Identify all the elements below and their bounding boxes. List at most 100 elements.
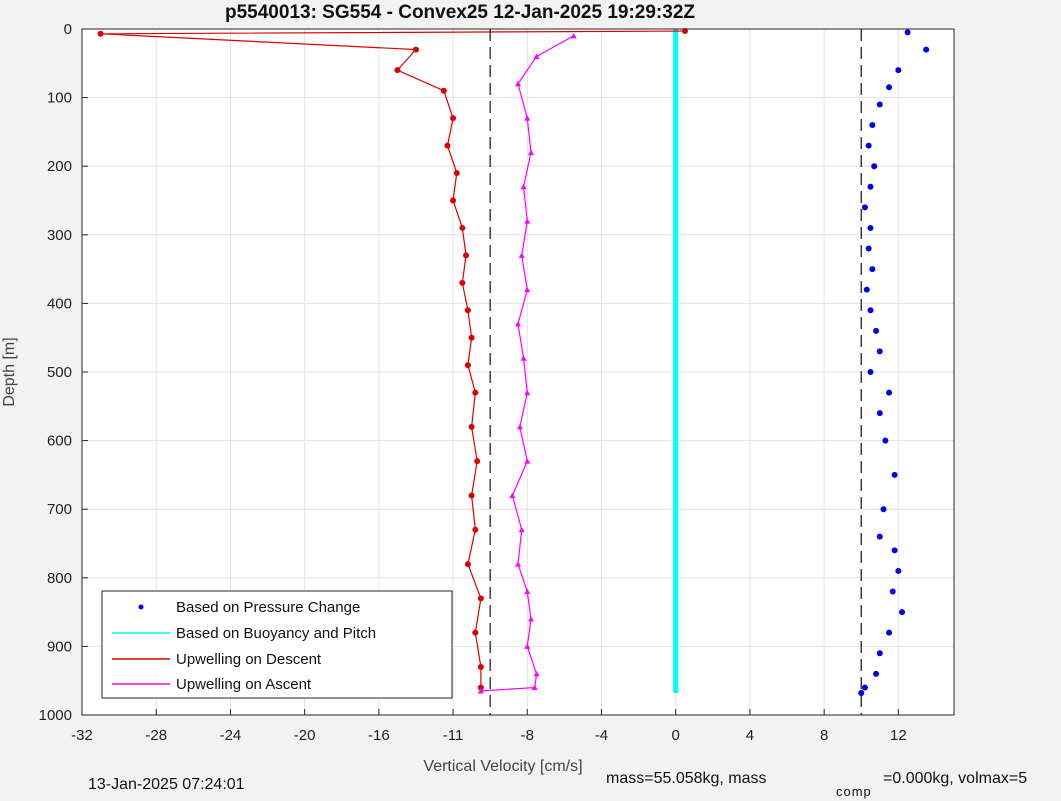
point-based-on-pressure-change (869, 266, 876, 273)
ticks: -32 -28 -24 -20 -16 -11 -8 -4 0 4 8 12 0 100 200 300 400… (39, 21, 907, 744)
point-based-on-pressure-change (895, 567, 902, 574)
point-upwelling-on-descent (468, 334, 475, 341)
reference-lines (489, 29, 862, 715)
point-upwelling-on-descent (453, 170, 460, 177)
point-upwelling-on-ascent (524, 389, 531, 396)
point-upwelling-on-descent (394, 67, 401, 74)
y-tick-label: 200 (47, 158, 72, 175)
point-upwelling-on-ascent (570, 32, 577, 39)
point-upwelling-on-descent (464, 307, 471, 314)
point-upwelling-on-ascent (477, 687, 484, 694)
point-upwelling-on-descent (450, 115, 457, 122)
point-upwelling-on-ascent (515, 80, 521, 87)
legend-label-descent: Upwelling on Descent (176, 651, 322, 668)
point-based-on-pressure-change (873, 670, 880, 677)
point-based-on-pressure-change (876, 101, 883, 108)
point-based-on-pressure-change (891, 547, 898, 554)
point-based-on-pressure-change (871, 163, 878, 170)
point-based-on-pressure-change (861, 204, 868, 211)
x-tick-label: 8 (820, 727, 828, 744)
point-based-on-pressure-change (904, 29, 911, 36)
point-based-on-pressure-change (895, 67, 902, 74)
legend-label-pressure: Based on Pressure Change (176, 599, 360, 616)
point-upwelling-on-ascent (531, 684, 538, 691)
point-based-on-pressure-change (886, 629, 893, 636)
x-tick-label: -4 (595, 727, 608, 744)
legend-label-ascent: Upwelling on Ascent (176, 676, 312, 693)
x-tick-label: -28 (145, 727, 167, 744)
y-tick-label: 500 (47, 364, 72, 381)
point-based-on-pressure-change (882, 437, 889, 444)
y-axis-label: Depth [m] (1, 337, 18, 406)
point-upwelling-on-descent (459, 224, 466, 231)
point-based-on-pressure-change (886, 84, 893, 91)
point-based-on-pressure-change (876, 348, 883, 355)
point-upwelling-on-descent (477, 663, 484, 670)
point-based-on-pressure-change (923, 46, 930, 53)
point-upwelling-on-ascent (524, 458, 531, 464)
footer-date: 13-Jan-2025 07:24:01 (88, 776, 245, 793)
point-upwelling-on-descent (444, 142, 451, 149)
y-tick-label: 100 (47, 90, 72, 107)
point-upwelling-on-ascent (518, 526, 525, 533)
point-upwelling-on-ascent (520, 355, 527, 361)
point-upwelling-on-descent (412, 46, 419, 53)
point-upwelling-on-descent (463, 252, 470, 259)
point-upwelling-on-ascent (516, 423, 523, 430)
y-tick-label: 800 (47, 570, 72, 587)
x-tick-label: -8 (521, 727, 534, 744)
point-upwelling-on-ascent (524, 115, 531, 121)
point-upwelling-on-ascent (515, 561, 521, 567)
x-tick-label: -16 (368, 727, 390, 744)
y-tick-label: 300 (47, 227, 72, 244)
point-based-on-pressure-change (899, 609, 906, 616)
chart-title: p5540013: SG554 - Convex25 12-Jan-2025 1… (225, 2, 695, 23)
point-based-on-pressure-change (865, 142, 872, 149)
point-upwelling-on-descent (472, 526, 479, 533)
point-upwelling-on-descent (472, 629, 479, 636)
footer-mass: mass=55.058kg, mass (606, 770, 767, 787)
point-based-on-pressure-change (865, 245, 872, 252)
point-based-on-pressure-change (876, 650, 883, 657)
point-based-on-pressure-change (876, 533, 883, 540)
point-upwelling-on-ascent (527, 149, 534, 155)
footer-comp-rest: =0.000kg, volmax=5 (883, 770, 1028, 787)
point-upwelling-on-ascent (509, 492, 516, 498)
point-based-on-pressure-change (886, 389, 893, 396)
point-upwelling-on-descent (97, 30, 104, 37)
point-based-on-pressure-change (873, 327, 880, 334)
point-based-on-pressure-change (867, 369, 874, 375)
point-upwelling-on-ascent (524, 643, 531, 649)
point-upwelling-on-descent (472, 389, 479, 396)
point-based-on-pressure-change (861, 684, 868, 691)
x-axis-label: Vertical Velocity [cm/s] (423, 758, 582, 775)
point-upwelling-on-descent (459, 279, 466, 286)
point-based-on-pressure-change (869, 122, 876, 129)
legend: Based on Pressure Change Based on Buoyan… (101, 590, 453, 699)
legend-label-buoyancy: Based on Buoyancy and Pitch (176, 625, 376, 642)
point-based-on-pressure-change (863, 286, 870, 293)
point-upwelling-on-descent (450, 197, 457, 204)
y-tick-label: 600 (47, 433, 72, 450)
point-upwelling-on-ascent (524, 286, 531, 293)
point-upwelling-on-ascent (520, 183, 527, 190)
point-upwelling-on-ascent (533, 53, 540, 59)
point-upwelling-on-ascent (533, 670, 540, 677)
point-upwelling-on-descent (464, 362, 471, 369)
x-tick-label: -32 (71, 727, 93, 744)
y-tick-label: 1000 (39, 707, 72, 724)
series-layer (97, 28, 930, 697)
point-upwelling-on-descent (468, 492, 475, 499)
x-tick-label: -20 (294, 727, 316, 744)
x-tick-label: 12 (890, 727, 907, 744)
x-tick-label: -24 (220, 727, 242, 744)
y-tick-label: 0 (64, 21, 72, 38)
x-tick-label: -11 (443, 727, 464, 744)
point-upwelling-on-descent (477, 595, 484, 602)
point-based-on-pressure-change (876, 410, 883, 417)
point-upwelling-on-descent (464, 561, 471, 568)
legend-box (101, 590, 453, 699)
point-upwelling-on-descent (474, 458, 481, 465)
point-upwelling-on-ascent (524, 218, 531, 224)
